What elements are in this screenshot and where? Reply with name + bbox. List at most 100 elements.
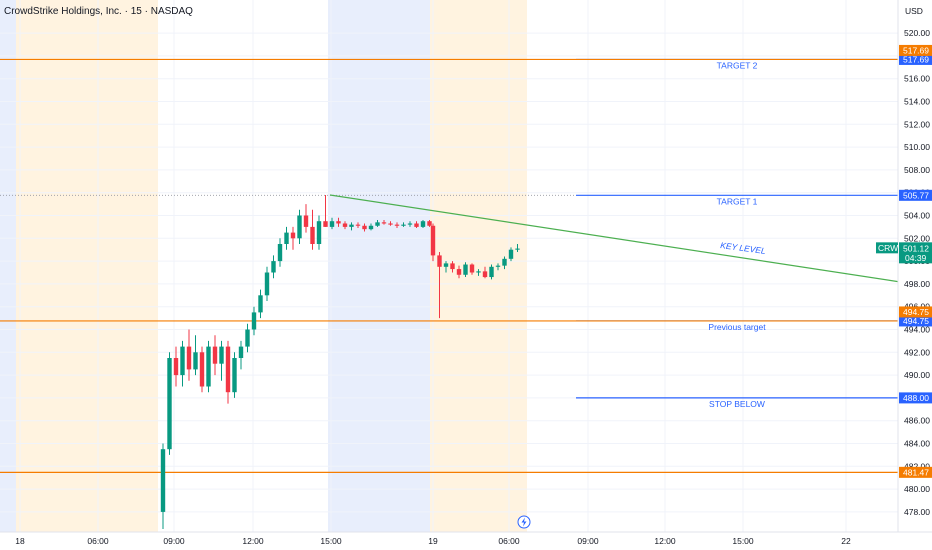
price-tag-text-3: 488.00	[903, 393, 929, 403]
price-tag-text-4: 517.69	[903, 45, 929, 55]
candle-48	[469, 263, 475, 275]
candle-27	[336, 217, 341, 227]
x-tick-label-8: 12:00	[654, 536, 676, 546]
chart-title: CrowdStrike Holdings, Inc. · 15 · NASDAQ	[4, 6, 193, 17]
x-tick-label-2: 09:00	[163, 536, 185, 546]
candle-34	[381, 220, 387, 225]
symbol-badge-text: CRWD	[878, 243, 904, 253]
level-label-0: TARGET 2	[717, 60, 758, 70]
candle-35	[388, 221, 393, 226]
candle-39	[414, 221, 419, 229]
y-tick-label-16: 510.00	[904, 142, 930, 152]
candle-13	[245, 323, 250, 353]
candle-7	[206, 340, 211, 393]
candle-17	[271, 255, 276, 279]
candle-24	[316, 215, 322, 250]
candle-46	[456, 265, 462, 279]
y-tick-label-19: 516.00	[904, 74, 930, 84]
candle-45	[450, 261, 455, 273]
horizontal-levels[interactable]: TARGET 2 TARGET 1 Previous target STOP BELO…	[0, 58, 898, 473]
candle-25	[323, 194, 328, 227]
y-tick-label-8: 494.00	[904, 325, 930, 335]
candle-19	[284, 226, 289, 250]
y-tick-label-15: 508.00	[904, 165, 930, 175]
y-tick-label-4: 486.00	[904, 416, 930, 426]
x-tick-label-4: 15:00	[320, 536, 342, 546]
candle-23	[310, 209, 315, 250]
candle-11	[232, 352, 237, 398]
candle-37	[401, 222, 406, 227]
last-price-value: 501.12	[903, 243, 929, 253]
candle-36	[394, 222, 400, 229]
candle-4	[186, 329, 192, 381]
time-axis[interactable]: 18 06:00 09:00 12:00 15:00 19 06:00 09:00 12:00 1…	[15, 536, 851, 546]
y-tick-label-1: 480.00	[904, 484, 930, 494]
candle-15	[258, 289, 263, 319]
price-tag-5: 494.75	[899, 306, 932, 318]
x-tick-label-5: 19	[428, 536, 438, 546]
candle-50	[482, 266, 488, 279]
candles	[160, 194, 520, 529]
grid	[0, 0, 898, 532]
session-band-2	[328, 0, 430, 532]
price-tags: 517.69 505.77 494.75 488.00 517.69 494.75 481.…	[876, 44, 932, 478]
price-tag-text-6: 481.47	[903, 467, 929, 477]
y-tick-label-0: 478.00	[904, 507, 930, 517]
x-tick-label-7: 09:00	[577, 536, 599, 546]
y-tick-label-10: 498.00	[904, 279, 930, 289]
price-tag-text-1: 505.77	[903, 190, 929, 200]
candle-22	[303, 204, 309, 233]
y-tick-label-3: 484.00	[904, 439, 930, 449]
candle-21	[297, 209, 302, 244]
y-tick-label-6: 490.00	[904, 370, 930, 380]
candle-10	[225, 340, 231, 404]
candle-9	[219, 340, 224, 381]
candle-47	[463, 262, 468, 278]
y-tick-label-17: 512.00	[904, 119, 930, 129]
y-tick-label-7: 492.00	[904, 347, 930, 357]
candle-53	[502, 256, 507, 270]
candle-30	[355, 222, 361, 229]
level-label-1: TARGET 1	[717, 196, 758, 206]
x-tick-label-1: 06:00	[87, 536, 109, 546]
candle-42	[430, 223, 436, 262]
candle-18	[277, 238, 283, 267]
last-price-countdown: 04:39	[905, 253, 927, 263]
candle-6	[199, 346, 205, 393]
candle-2	[173, 346, 179, 387]
y-tick-label-13: 504.00	[904, 211, 930, 221]
session-band-1	[16, 0, 158, 532]
price-axis-bg[interactable]	[898, 0, 932, 550]
candle-8	[212, 335, 218, 376]
trendline-line	[329, 194, 899, 283]
symbol-badge	[876, 242, 898, 254]
candle-16	[264, 266, 270, 301]
x-tick-label-9: 15:00	[732, 536, 754, 546]
price-tag-6: 481.47	[899, 466, 932, 478]
candle-1	[167, 352, 172, 455]
candle-54	[508, 247, 514, 262]
candle-51	[489, 264, 494, 280]
candle-20	[290, 226, 296, 250]
x-tick-label-3: 12:00	[242, 536, 264, 546]
price-tag-2: 494.75	[899, 315, 932, 327]
session-band-0	[0, 0, 16, 532]
y-tick-label-12: 502.00	[904, 233, 930, 243]
currency-label: USD	[905, 6, 923, 16]
candle-3	[180, 340, 185, 387]
y-tick-label-21: 520.00	[904, 28, 930, 38]
x-tick-label-10: 22	[841, 536, 851, 546]
candle-43	[437, 251, 442, 319]
price-tag-1: 505.77	[899, 189, 932, 201]
candle-29	[349, 222, 354, 231]
y-tick-label-18: 514.00	[904, 97, 930, 107]
replay-icon[interactable]	[517, 515, 531, 529]
candle-5	[193, 335, 198, 376]
x-tick-label-6: 06:00	[498, 536, 520, 546]
price-tag-3: 488.00	[899, 392, 932, 404]
level-label-3: STOP BELOW	[709, 399, 765, 409]
candle-14	[251, 306, 257, 336]
price-tag-text-2: 494.75	[903, 316, 929, 326]
candle-31	[362, 223, 367, 232]
